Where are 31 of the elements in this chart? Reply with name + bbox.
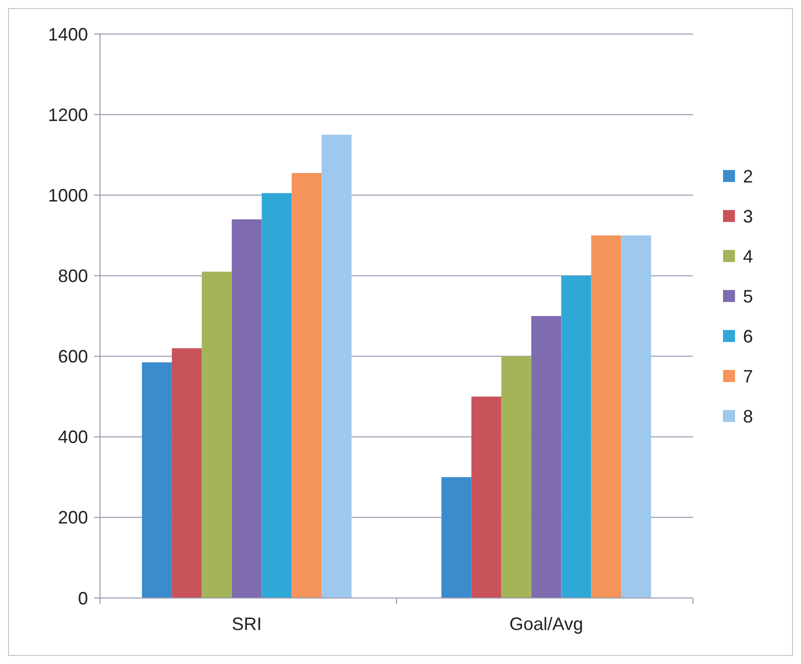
x-tick-label: Goal/Avg bbox=[509, 614, 584, 634]
bar bbox=[501, 356, 532, 598]
bar bbox=[232, 219, 262, 598]
legend-label: 7 bbox=[743, 366, 754, 386]
y-tick-label: 1400 bbox=[48, 24, 88, 44]
legend-label: 3 bbox=[743, 206, 754, 226]
legend-label: 4 bbox=[743, 246, 754, 266]
y-tick-label: 600 bbox=[58, 346, 88, 367]
y-tick-label: 0 bbox=[78, 588, 88, 608]
bar bbox=[322, 134, 352, 598]
bar bbox=[142, 362, 172, 598]
bar bbox=[172, 348, 202, 598]
bar bbox=[202, 272, 232, 598]
bar bbox=[591, 235, 622, 598]
x-tick-label: SRI bbox=[232, 614, 262, 634]
legend-label: 2 bbox=[743, 166, 754, 186]
legend-label: 8 bbox=[743, 406, 754, 426]
legend-label: 5 bbox=[743, 286, 754, 306]
legend-label: 6 bbox=[743, 326, 754, 346]
bar bbox=[621, 235, 652, 598]
y-tick-label: 400 bbox=[58, 427, 88, 448]
bar bbox=[531, 316, 562, 598]
y-tick-label: 800 bbox=[58, 266, 88, 286]
y-tick-label: 1200 bbox=[48, 104, 88, 125]
bar bbox=[561, 276, 592, 598]
bar bbox=[262, 193, 292, 598]
y-tick-label: 200 bbox=[58, 508, 88, 528]
y-tick-label: 1000 bbox=[48, 185, 88, 206]
bar bbox=[441, 477, 472, 598]
bar bbox=[292, 172, 322, 598]
bar bbox=[471, 396, 502, 598]
